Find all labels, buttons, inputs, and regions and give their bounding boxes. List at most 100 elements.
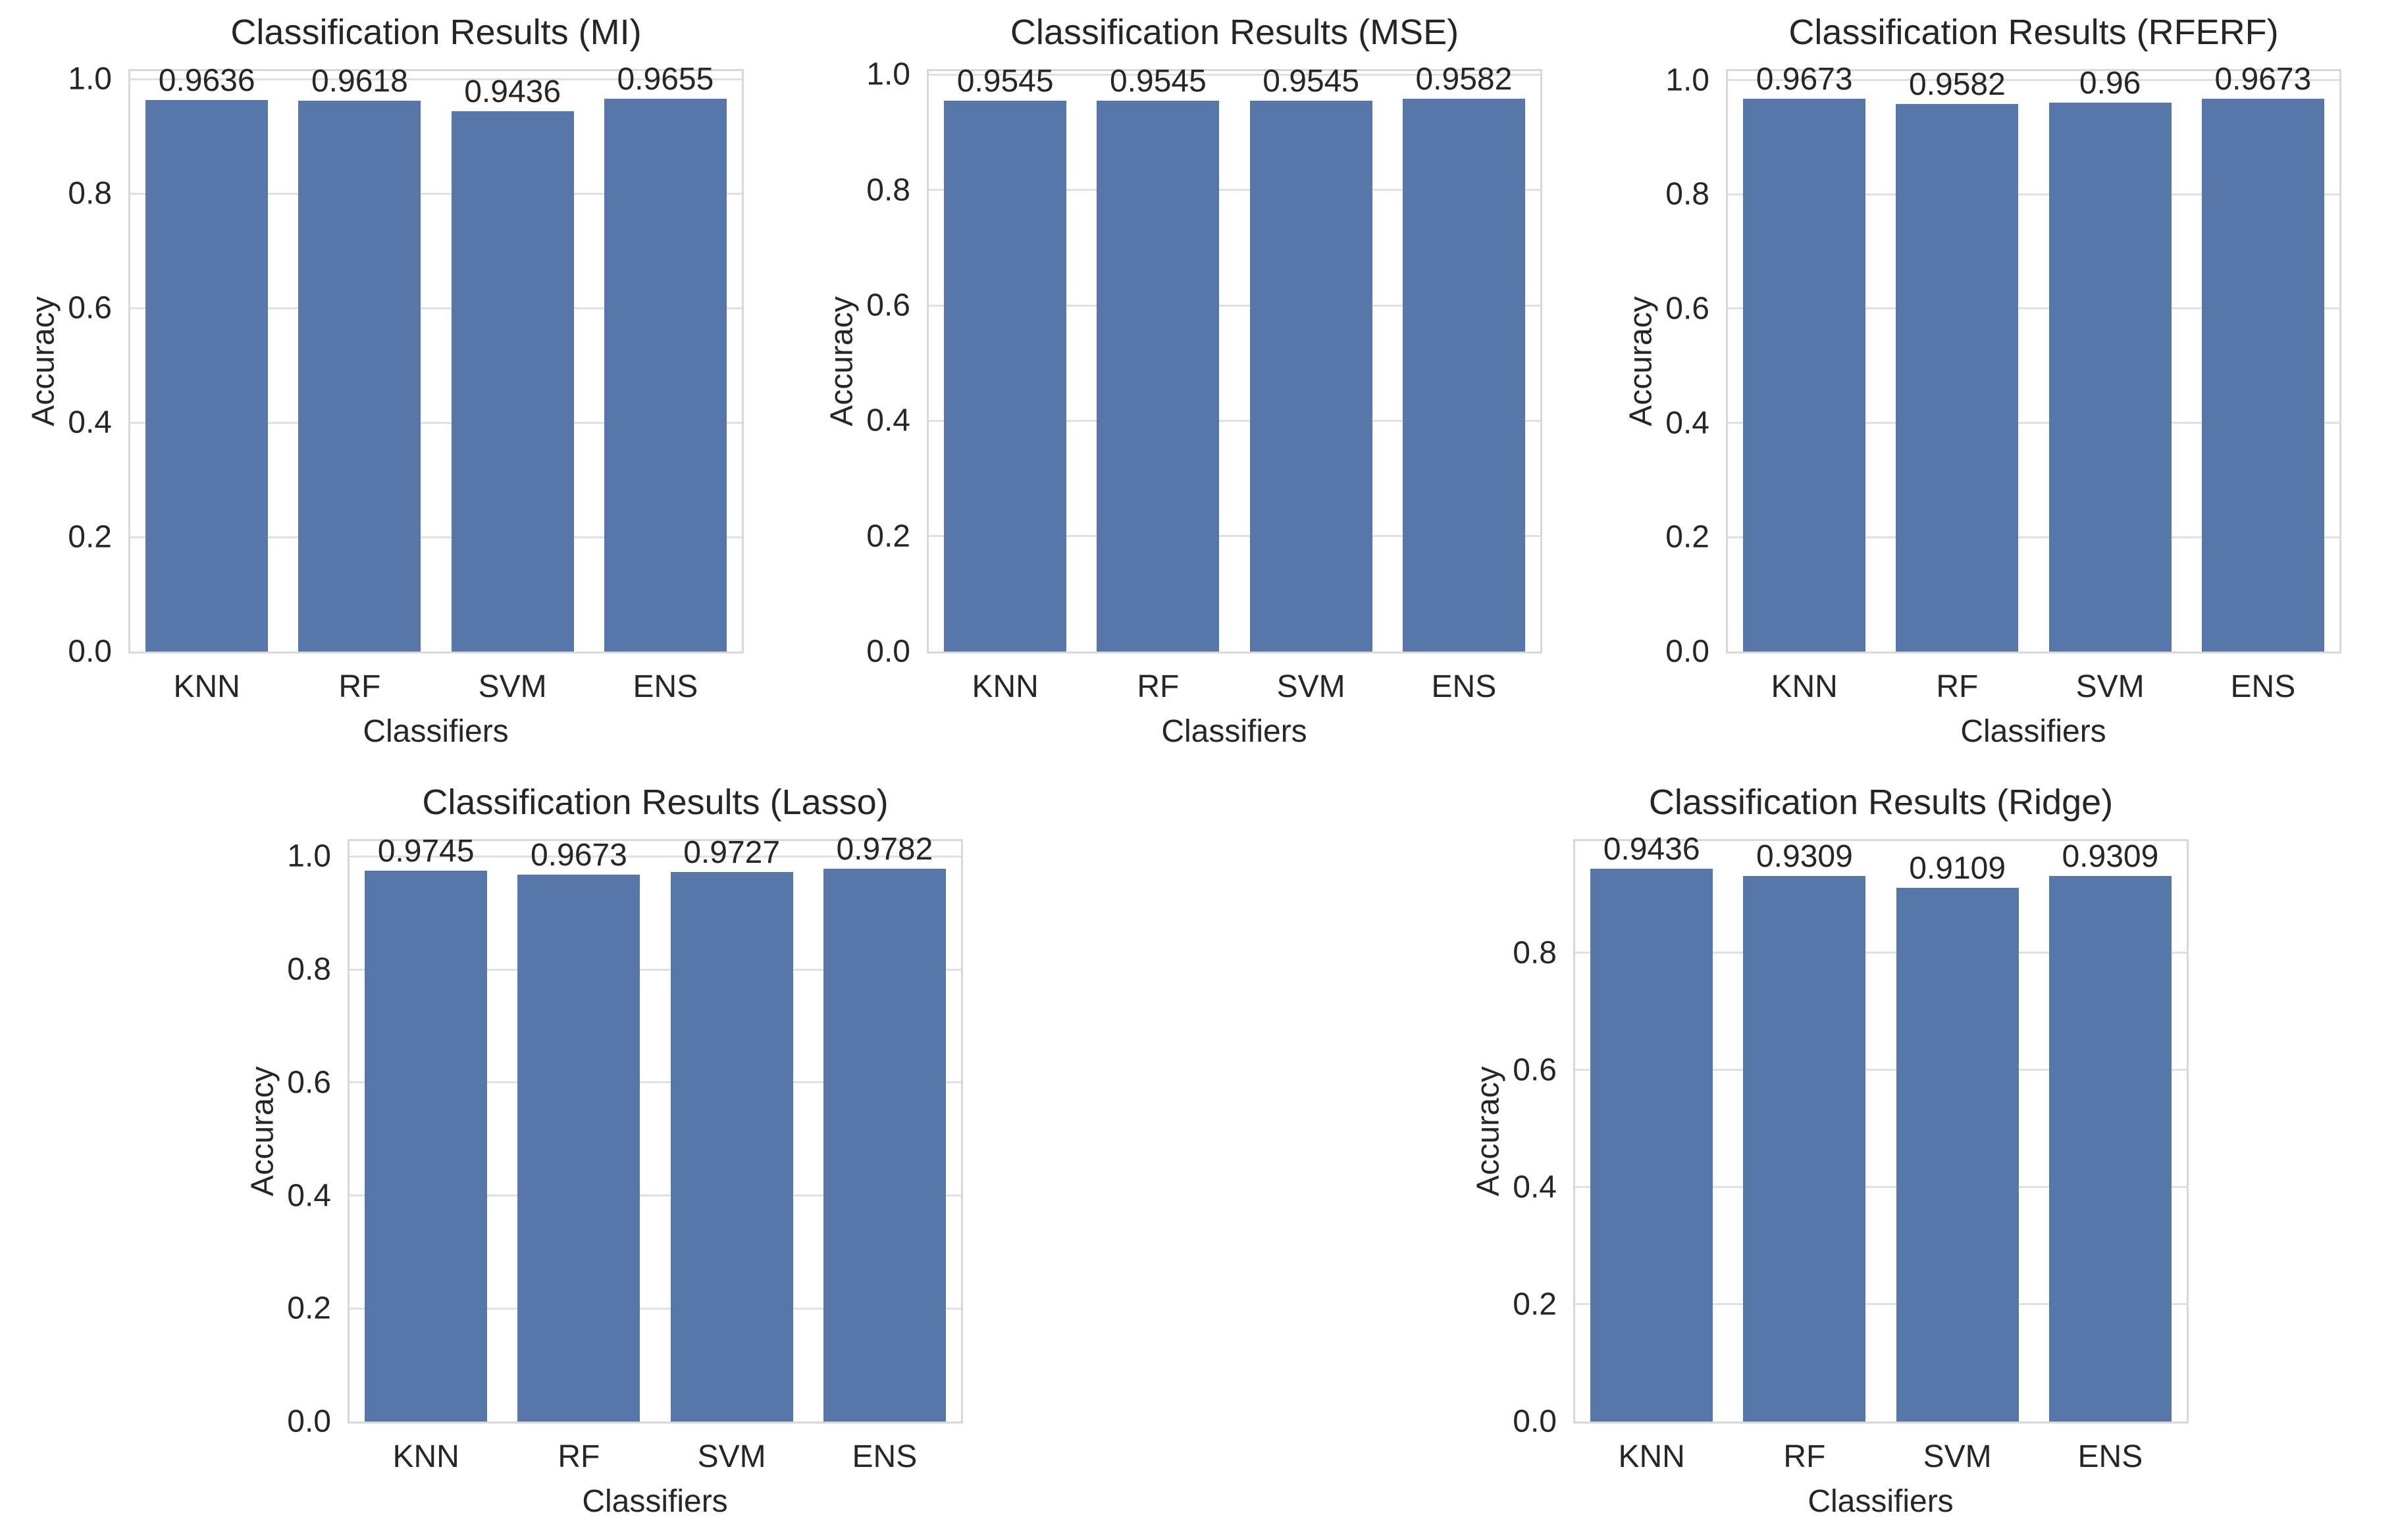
chart-classification-results-mi: Classification Results (MI) Accuracy 0.9… [0,0,798,770]
x-tick-label: SVM [1923,1439,1992,1474]
bar-rf [298,101,421,652]
gridline [1728,193,2339,195]
bar-knn [1590,869,1713,1422]
x-tick-label: ENS [1431,669,1497,704]
bar-value-label: 0.9655 [617,62,714,97]
y-tick-label: 1.0 [1665,63,1709,98]
bar-value-label: 0.9727 [683,834,781,870]
plot-area: 0.9745 0.9673 0.9727 0.9782 [348,833,963,1424]
gridline [350,1307,961,1310]
bar-rf [1097,101,1220,652]
bar-ens [1402,99,1525,652]
x-tick-label: KNN [1618,1439,1685,1474]
y-tick-label: 1.0 [866,57,910,92]
x-tick-label: RF [1936,669,1979,704]
bar-ens [604,99,727,652]
y-tick-label: 0.6 [68,290,112,326]
gridline [929,189,1540,192]
y-tick-label: 0.2 [1513,1287,1557,1322]
y-tick-label: 0.6 [866,288,910,323]
bar-ens [2048,876,2172,1422]
gridline [929,419,1540,422]
x-tick-label: RF [338,669,381,704]
gridline [130,536,742,538]
plot-area: 0.9436 0.9309 0.9109 0.9309 [1573,833,2189,1424]
chart-title: Classification Results (Ridge) [1648,783,2114,822]
y-tick-label: 0.0 [287,1404,331,1439]
x-tick-label: SVM [1276,669,1345,704]
bar-knn [365,871,488,1422]
bar-value-label: 0.9545 [1263,64,1360,99]
x-axis-label: Classifiers [1960,714,2106,749]
bar-ens [823,869,946,1422]
gridline [929,304,1540,307]
y-tick-label: 0.4 [68,405,112,440]
gridline [350,1081,961,1084]
bar-value-label: 0.9673 [530,838,627,873]
bar-knn [944,101,1067,652]
bar-value-label: 0.9673 [1756,62,1853,97]
gridline [130,307,742,309]
y-tick-label: 0.4 [1665,405,1709,441]
y-tick-label: 0.8 [866,172,910,208]
gridline [350,855,961,858]
bar-value-label: 0.9636 [158,63,255,98]
y-tick-label: 0.6 [287,1065,331,1100]
x-tick-label: SVM [2075,669,2145,704]
gridline [350,1194,961,1196]
chart-classification-results-lasso: Classification Results (Lasso) Accuracy … [219,770,1018,1540]
bar-value-label: 0.9582 [1908,66,2006,102]
gridline [1728,307,2339,310]
plot-area: 0.9673 0.9582 0.96 0.9673 [1726,63,2341,654]
chart-title: Classification Results (MI) [230,13,642,52]
gridline [130,421,742,424]
gridline [1575,1303,2187,1306]
x-tick-label: KNN [1771,669,1838,704]
gridline [1575,952,2187,954]
bar-value-label: 0.9309 [1756,839,1853,875]
y-tick-label: 0.2 [866,519,910,554]
bar-rf [1896,103,2019,652]
x-tick-label: SVM [697,1439,766,1474]
x-tick-label: KNN [173,669,240,704]
y-tick-label: 1.0 [287,838,331,874]
gridline [130,78,742,80]
bar-value-label: 0.9782 [836,832,933,867]
x-tick-label: RF [1137,669,1180,704]
y-tick-label: 0.0 [1665,634,1709,669]
y-tick-label: 0.0 [866,634,910,669]
y-tick-label: 0.6 [1513,1052,1557,1088]
bar-value-label: 0.9109 [1909,851,2006,886]
gridline [929,73,1540,76]
y-tick-label: 0.4 [287,1178,331,1213]
y-tick-label: 1.0 [68,61,112,97]
gridline [1575,1186,2187,1189]
y-tick-label: 0.2 [287,1291,331,1326]
bar-svm [1896,888,2019,1422]
x-tick-label: SVM [478,669,547,704]
bar-value-label: 0.9436 [1603,832,1700,867]
y-tick-label: 0.8 [68,176,112,211]
y-tick-label: 0.2 [68,519,112,555]
bar-value-label: 0.9582 [1415,62,1513,97]
bar-svm [451,111,574,652]
x-tick-label: KNN [392,1439,459,1474]
x-axis-label: Classifiers [1161,714,1307,749]
bar-svm [2048,103,2172,652]
chart-title: Classification Results (RFERF) [1788,13,2279,52]
bar-knn [145,99,269,652]
bar-value-label: 0.96 [2079,66,2141,101]
bar-rf [517,875,640,1422]
y-tick-label: 0.8 [1513,935,1557,971]
x-tick-label: ENS [633,669,698,704]
x-tick-label: ENS [2230,669,2296,704]
y-tick-label: 0.4 [866,403,910,438]
bar-rf [1743,876,1866,1422]
x-axis-label: Classifiers [582,1484,728,1519]
y-tick-label: 0.0 [68,634,112,669]
bar-value-label: 0.9545 [1109,64,1207,99]
bar-ens [2201,99,2324,652]
y-tick-label: 0.2 [1665,519,1709,555]
bar-value-label: 0.9745 [377,834,475,869]
